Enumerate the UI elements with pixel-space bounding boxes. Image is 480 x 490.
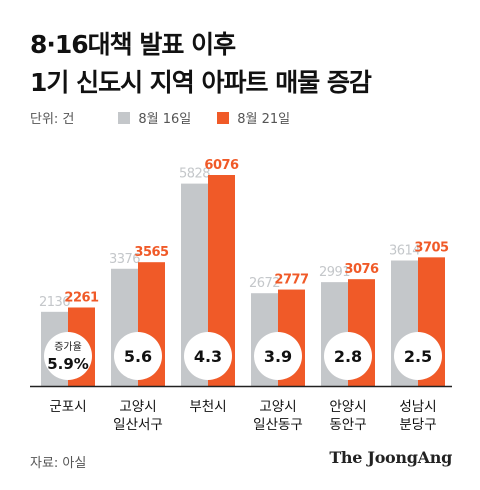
category-label-3-0: 고양시	[259, 399, 296, 415]
brand-logo: The JoongAng	[329, 448, 452, 467]
rate-value-3: 3.9	[264, 347, 292, 366]
title-line-1: 8·16대책 발표 이후	[30, 30, 236, 59]
data-label-after-2: 6076	[204, 158, 239, 173]
legend-label-after: 8월 21일	[237, 112, 291, 127]
source-note: 자료: 아실	[30, 456, 87, 471]
category-label-4-1: 동안구	[329, 417, 366, 433]
category-label-5-0: 성남시	[399, 399, 436, 415]
title-line-2: 1기 신도시 지역 아파트 매물 증감	[30, 68, 372, 97]
rate-circle-2	[184, 332, 232, 380]
data-label-before-4: 2991	[319, 265, 350, 280]
category-label-2-0: 부천시	[189, 399, 226, 415]
legend-item-after: 8월 21일	[217, 108, 290, 127]
unit-label: 단위: 건	[30, 112, 75, 127]
category-label-3-1: 일산동구	[253, 417, 303, 433]
category-label-1-0: 고양시	[119, 399, 156, 415]
data-label-after-0: 2261	[64, 290, 99, 305]
legend-swatch-after	[217, 111, 230, 124]
data-label-before-2: 5828	[179, 167, 210, 182]
rate-value-0: 5.9%	[47, 355, 89, 373]
legend-item-before: 8월 16일	[118, 108, 191, 127]
data-label-before-1: 3376	[109, 252, 140, 267]
chart-title: 8·16대책 발표 이후 1기 신도시 지역 아파트 매물 증감	[30, 26, 372, 102]
rate-value-4: 2.8	[334, 347, 362, 366]
category-label-0-0: 군포시	[49, 399, 86, 415]
data-label-after-3: 2777	[274, 273, 309, 288]
data-label-after-1: 3565	[134, 245, 169, 260]
rate-circle-4	[324, 332, 372, 380]
data-label-before-5: 3614	[389, 243, 420, 258]
rate-caption-0: 증가율	[54, 341, 82, 353]
data-label-before-3: 2672	[249, 276, 280, 291]
rate-circle-3	[254, 332, 302, 380]
legend-swatch-before	[118, 111, 131, 124]
data-label-before-0: 2136	[39, 295, 70, 310]
rate-value-1: 5.6	[124, 347, 152, 366]
data-label-after-5: 3705	[414, 240, 449, 255]
data-label-after-4: 3076	[344, 262, 379, 277]
rate-circle-5	[394, 332, 442, 380]
rate-value-5: 2.5	[404, 347, 432, 366]
category-label-1-1: 일산서구	[113, 417, 163, 433]
category-label-5-1: 분당구	[399, 417, 436, 433]
category-label-4-0: 안양시	[329, 399, 366, 415]
rate-circle-0	[44, 332, 92, 380]
rate-circle-1	[114, 332, 162, 380]
legend: 단위: 건 8월 16일 8월 21일	[30, 108, 316, 127]
rate-value-2: 4.3	[194, 347, 222, 366]
legend-label-before: 8월 16일	[138, 112, 192, 127]
